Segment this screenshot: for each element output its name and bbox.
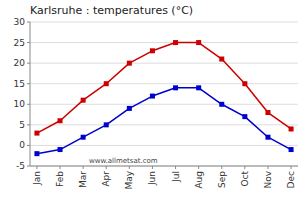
series [34,40,293,136]
tick-mark [129,166,130,169]
grid-line [30,145,298,146]
watermark: www.allmetsat.com [89,157,158,165]
line [37,43,291,134]
grid [30,22,298,166]
tick-label: Mar [78,171,88,188]
marker [289,147,294,152]
tick-label: 10 [14,99,26,109]
tick-label: Apr [101,171,111,187]
grid-line [30,22,298,23]
tick-mark [36,166,37,169]
plot-area [34,40,293,156]
tick-mark [244,166,245,169]
line [37,88,291,154]
tick-mark [152,166,153,169]
y-axis: -5 0 5 10 15 20 25 30 [14,17,30,171]
marker [219,102,224,107]
tick-label: Jun [147,171,157,186]
tick-mark [221,166,222,169]
tick-mark [291,166,292,169]
grid-line [30,166,298,167]
x-axis: Jan Feb Mar Apr May Jun Jul Aug Sep Oct Nov Dec [32,166,296,190]
tick-mark [106,166,107,169]
chart: -5 0 5 10 15 20 25 30 Jan Feb Mar Apr May Jun Jul Aug Se… [0,0,305,200]
series [34,85,293,156]
tick-label: 30 [14,17,26,27]
tick-mark [198,166,199,169]
grid-line [30,63,298,64]
grid-line [30,42,298,43]
tick-label: Jul [171,171,181,183]
marker [196,85,201,90]
grid-line [30,83,298,84]
tick-label: 15 [14,79,25,89]
axis-line [30,22,31,166]
marker [242,81,247,86]
grid-line [30,104,298,105]
grid-line [30,124,298,125]
axis-line [30,166,298,167]
marker [289,126,294,131]
tick-mark [60,166,61,169]
marker [34,131,39,136]
tick-label: May [124,170,134,189]
marker [265,110,270,115]
tick-label: 0 [19,140,25,150]
marker [150,48,155,53]
marker [242,114,247,119]
tick-label: Nov [263,170,273,188]
tick-label: 20 [14,58,26,68]
marker [173,85,178,90]
tick-label: Sep [217,171,227,188]
tick-mark [267,166,268,169]
marker [265,135,270,140]
marker [34,151,39,156]
marker [127,106,132,111]
tick-label: Feb [55,171,65,187]
marker [104,122,109,127]
tick-label: Oct [240,171,250,187]
marker [81,98,86,103]
tick-label: 5 [19,120,25,130]
marker [150,94,155,99]
marker [58,147,63,152]
marker [81,135,86,140]
tick-label: -5 [16,161,25,171]
tick-mark [83,166,84,169]
marker [196,40,201,45]
marker [58,118,63,123]
tick-mark [175,166,176,169]
marker [219,57,224,62]
marker [104,81,109,86]
tick-label: Jan [32,171,42,186]
tick-label: Dec [286,171,296,188]
title: Karlsruhe : temperatures (°C) [30,4,193,17]
marker [127,61,132,66]
tick-label: Aug [194,171,204,189]
tick-label: 25 [14,38,25,48]
marker [173,40,178,45]
